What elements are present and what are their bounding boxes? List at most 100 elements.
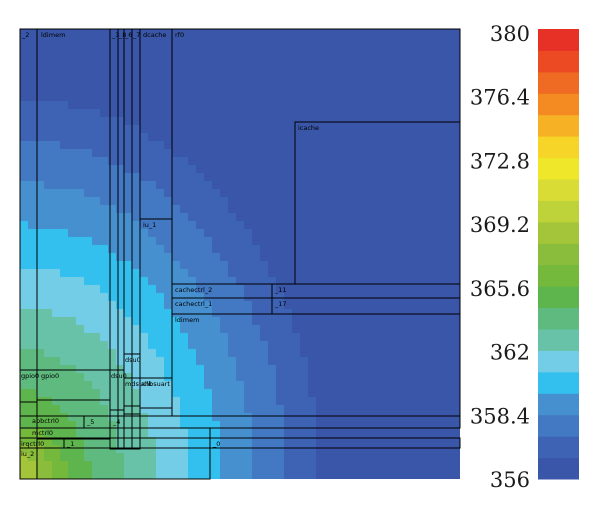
heat-cell: [396, 229, 405, 238]
heat-cell: [124, 269, 133, 278]
heat-cell: [100, 413, 109, 422]
heat-cell: [220, 101, 229, 110]
heat-cell: [212, 293, 221, 302]
heat-cell: [452, 189, 460, 198]
heat-cell: [308, 93, 317, 102]
heat-cell: [300, 45, 309, 54]
heat-cell: [28, 141, 37, 150]
heat-cell: [36, 317, 45, 326]
heat-cell: [404, 117, 413, 126]
heat-cell: [76, 269, 85, 278]
heat-cell: [28, 405, 37, 414]
heat-cell: [276, 93, 285, 102]
heat-cell: [380, 53, 389, 62]
heat-cell: [308, 277, 317, 286]
heat-cell: [284, 477, 293, 479]
heat-cell: [380, 221, 389, 230]
heat-cell: [252, 413, 261, 422]
heat-cell: [188, 381, 197, 390]
heat-cell: [76, 373, 85, 382]
heat-cell: [20, 429, 29, 438]
heat-cell: [332, 333, 341, 342]
heat-cell: [300, 349, 309, 358]
heat-cell: [428, 61, 437, 70]
heat-cell: [428, 381, 437, 390]
heat-cell: [156, 181, 165, 190]
heat-cell: [420, 45, 429, 54]
heat-cell: [268, 333, 277, 342]
heat-cell: [260, 61, 269, 70]
heat-cell: [252, 285, 261, 294]
heat-cell: [132, 189, 141, 198]
heat-cell: [92, 381, 101, 390]
heat-cell: [268, 181, 277, 190]
heat-cell: [164, 365, 173, 374]
heat-cell: [140, 357, 149, 366]
heat-cell: [332, 85, 341, 94]
heat-cell: [220, 477, 229, 479]
heat-cell: [444, 405, 453, 414]
heat-cell: [372, 269, 381, 278]
heat-cell: [124, 253, 133, 262]
heat-cell: [164, 317, 173, 326]
heat-cell: [236, 309, 245, 318]
heat-cell: [204, 29, 213, 38]
heat-cell: [204, 453, 213, 462]
heat-cell: [204, 69, 213, 78]
heat-cell: [236, 381, 245, 390]
heat-cell: [20, 77, 29, 86]
heat-cell: [444, 45, 453, 54]
heat-cell: [188, 469, 197, 478]
heat-cell: [244, 173, 253, 182]
floorplan-block: [19, 447, 211, 480]
heat-cell: [196, 453, 205, 462]
heat-cell: [124, 165, 133, 174]
heat-cell: [124, 229, 133, 238]
heat-cell: [268, 213, 277, 222]
heat-cell: [180, 157, 189, 166]
heat-cell: [268, 277, 277, 286]
heat-cell: [356, 93, 365, 102]
heat-cell: [364, 229, 373, 238]
heat-cell: [252, 205, 261, 214]
heat-cell: [356, 333, 365, 342]
heat-cell: [332, 453, 341, 462]
heat-cell: [236, 181, 245, 190]
heat-cell: [180, 429, 189, 438]
heat-cell: [140, 421, 149, 430]
heat-cell: [308, 349, 317, 358]
heat-cell: [84, 413, 93, 422]
heat-cell: [316, 45, 325, 54]
heat-cell: [340, 173, 349, 182]
heat-cell: [308, 61, 317, 70]
heat-cell: [84, 245, 93, 254]
heat-cell: [180, 277, 189, 286]
heat-cell: [132, 165, 141, 174]
heat-cell: [100, 277, 109, 286]
heat-cell: [252, 53, 261, 62]
heat-cell: [132, 389, 141, 398]
heat-cell: [188, 101, 197, 110]
heat-cell: [188, 125, 197, 134]
heat-cell: [220, 133, 229, 142]
heat-cell: [308, 461, 317, 470]
heat-cell: [364, 109, 373, 118]
heat-cell: [116, 429, 125, 438]
heat-cell: [212, 261, 221, 270]
heat-cell: [388, 205, 397, 214]
heat-cell: [108, 469, 117, 478]
color-scale-bar: [538, 29, 579, 480]
heat-cell: [124, 45, 133, 54]
heat-cell: [156, 45, 165, 54]
heat-cell: [204, 93, 213, 102]
heat-cell: [396, 453, 405, 462]
heat-cell: [156, 141, 165, 150]
heat-cell: [140, 149, 149, 158]
floorplan-block-label: ldimem: [175, 316, 199, 324]
heat-cell: [268, 365, 277, 374]
heat-cell: [220, 229, 229, 238]
heat-cell: [252, 317, 261, 326]
heat-cell: [452, 173, 460, 182]
heat-cell: [36, 365, 45, 374]
heat-cell: [388, 365, 397, 374]
